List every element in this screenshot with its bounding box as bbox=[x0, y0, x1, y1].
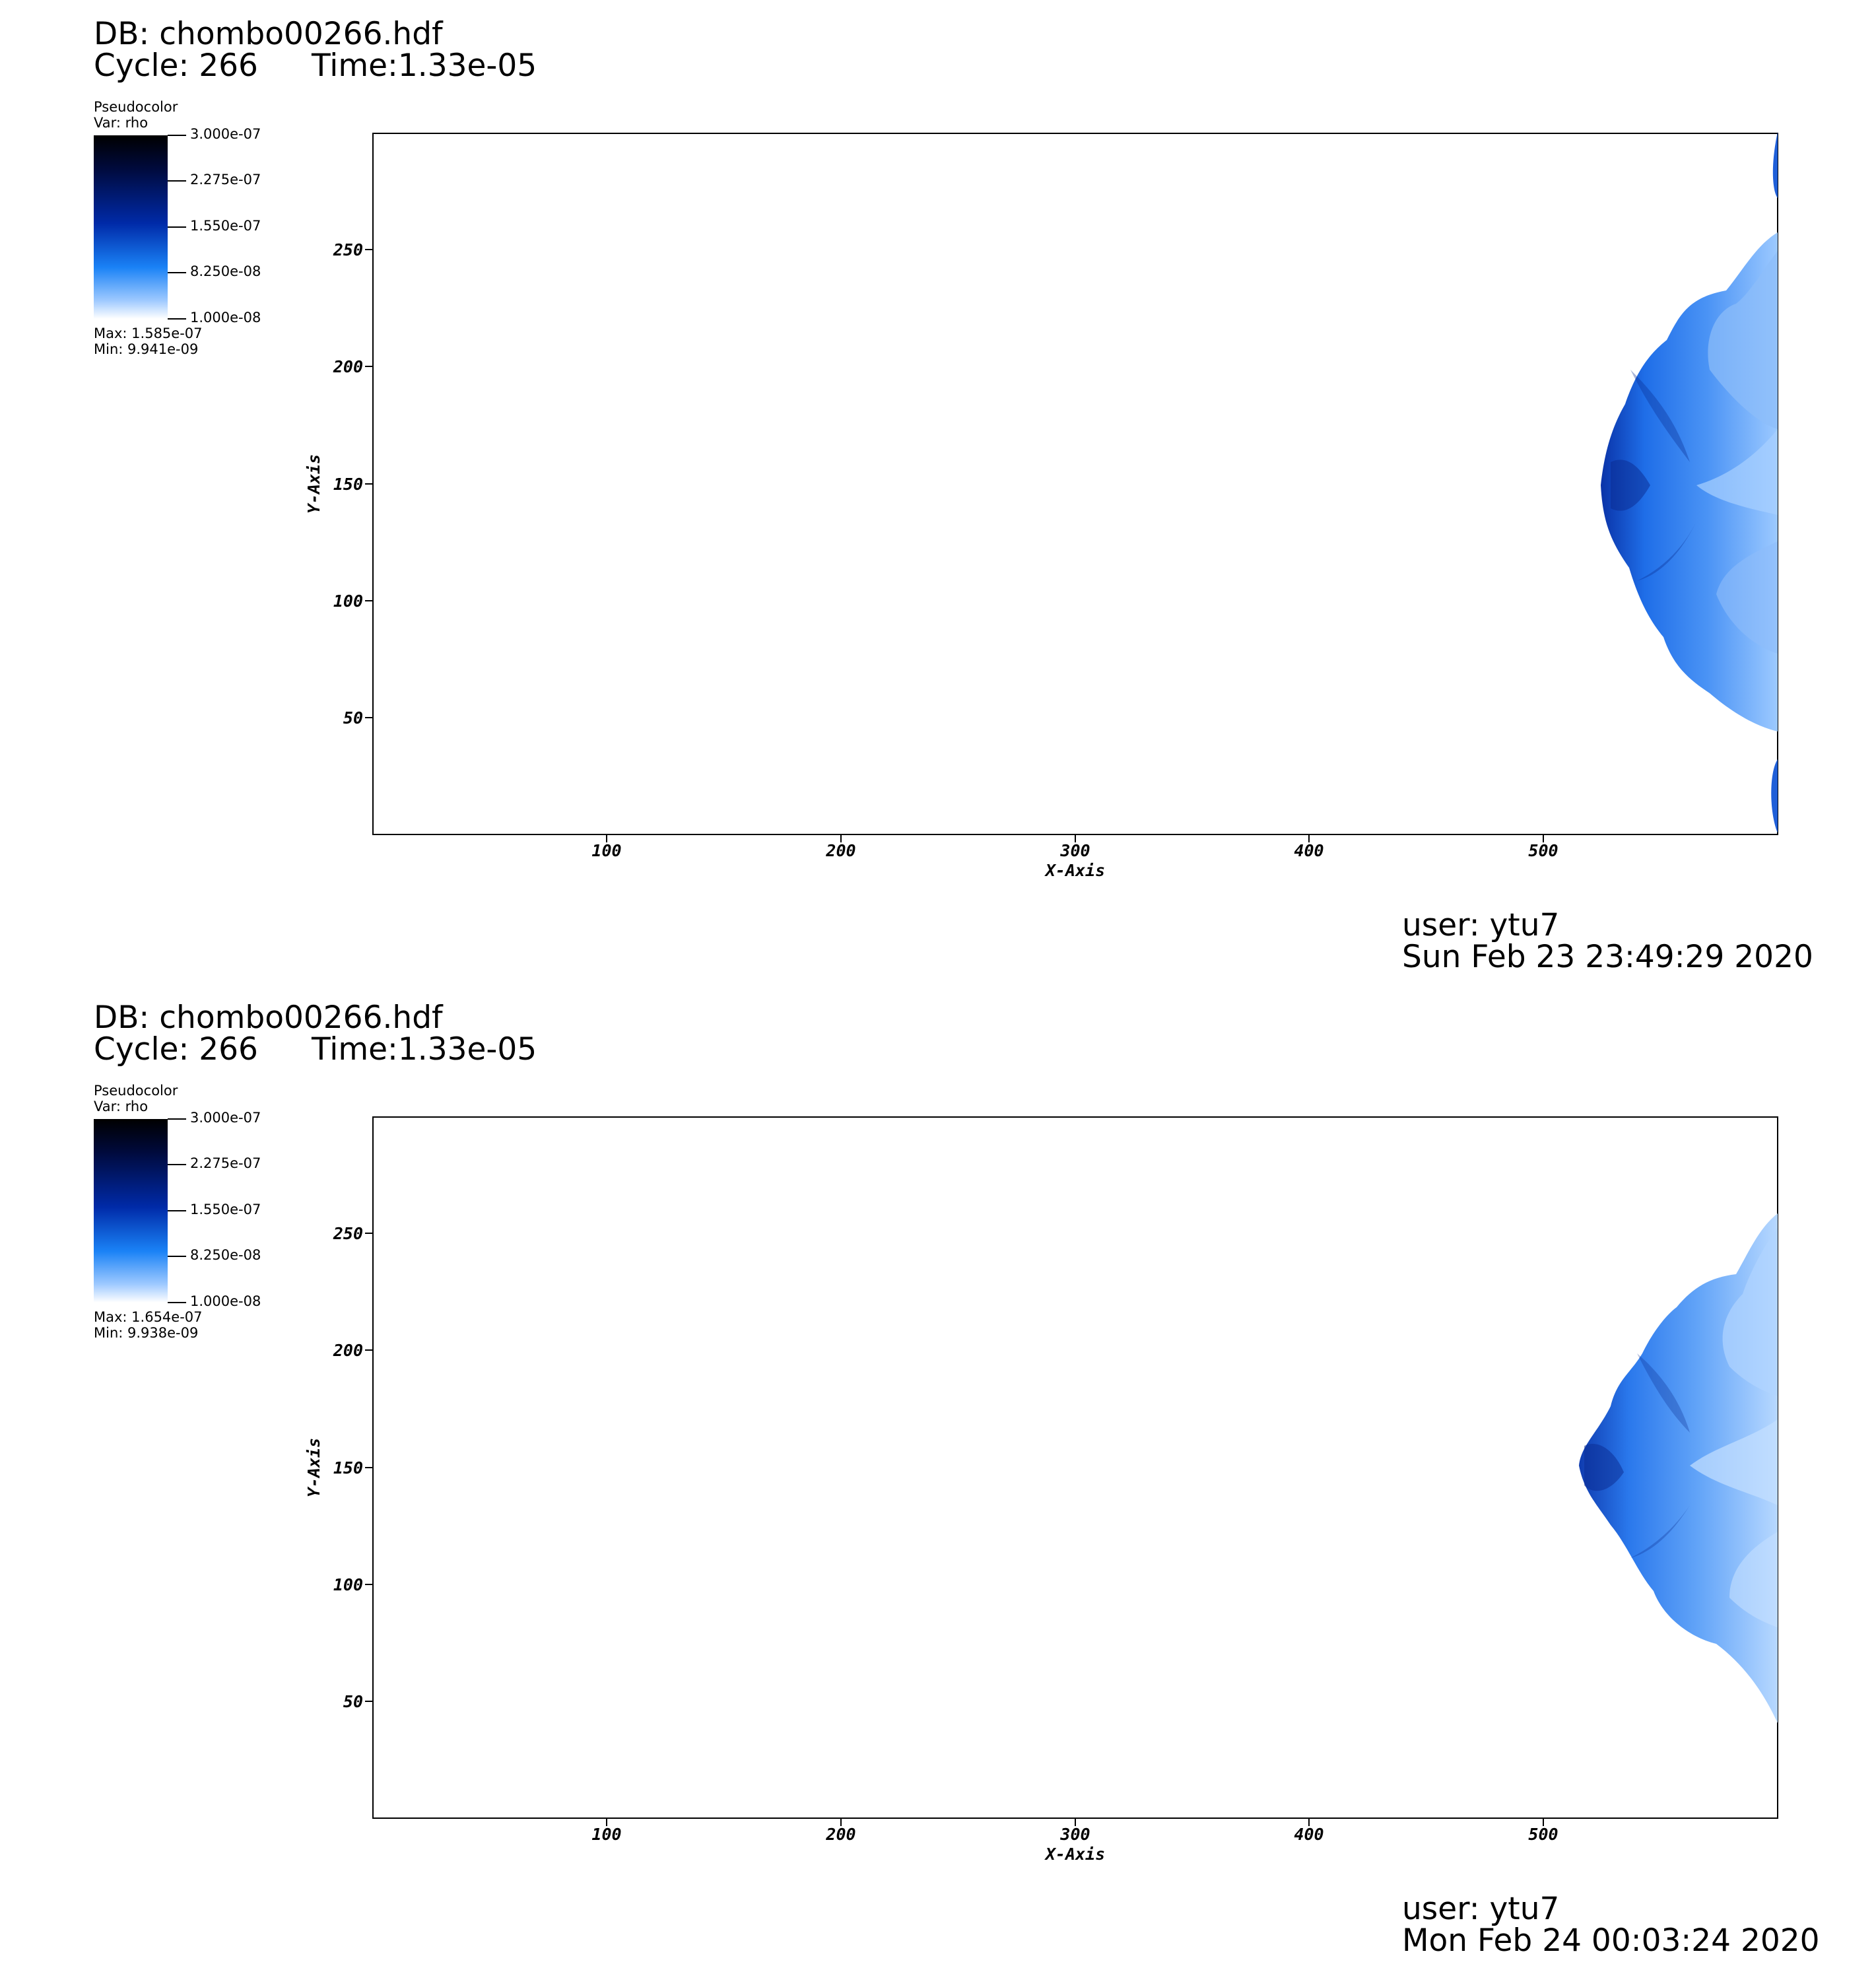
x-tick-label: 400 bbox=[1294, 1825, 1323, 1844]
x-tick-label: 300 bbox=[1059, 841, 1090, 860]
legend-label: 1.000e-08 bbox=[190, 1293, 261, 1309]
legend-variable: Var: rho bbox=[94, 1099, 149, 1114]
legend-tick bbox=[168, 1164, 186, 1165]
user-label: user: ytu7 bbox=[1402, 1891, 1560, 1927]
legend-title: Pseudocolor bbox=[94, 1083, 178, 1099]
plot-area: 100 200 300 400 500 X-Axis 250 200 150 1… bbox=[304, 132, 1778, 880]
y-tick-label: 200 bbox=[333, 1341, 363, 1360]
legend-label: 8.250e-08 bbox=[190, 1247, 261, 1263]
x-axis bbox=[606, 1818, 1544, 1826]
legend-label: 2.275e-07 bbox=[190, 172, 261, 187]
y-tick-label: 250 bbox=[333, 1224, 363, 1243]
time-label: Time:1.33e-05 bbox=[312, 48, 537, 84]
legend-title: Pseudocolor bbox=[94, 99, 178, 115]
legend-tick bbox=[168, 272, 186, 273]
y-tick-label: 150 bbox=[333, 1458, 363, 1478]
x-tick-label: 100 bbox=[591, 1825, 621, 1844]
y-tick-label: 50 bbox=[343, 708, 363, 728]
plot-frame bbox=[372, 133, 1778, 835]
y-axis bbox=[365, 1233, 373, 1702]
cycle-label: Cycle: 266 bbox=[94, 1031, 258, 1068]
colorbar bbox=[94, 1119, 168, 1303]
user-label: user: ytu7 bbox=[1402, 907, 1560, 943]
legend-variable: Var: rho bbox=[94, 115, 149, 131]
legend-label: 1.550e-07 bbox=[190, 1202, 261, 1217]
visit-window-top: DB: chombo00266.hdf Cycle: 266 Time:1.33… bbox=[0, 0, 1876, 984]
y-axis-title: Y-Axis bbox=[304, 1438, 323, 1497]
y-tick-label: 250 bbox=[333, 240, 363, 259]
legend-tick bbox=[168, 318, 186, 320]
density-field bbox=[1601, 132, 1778, 833]
legend-min: Min: 9.941e-09 bbox=[94, 341, 199, 357]
density-field bbox=[1579, 1213, 1778, 1723]
database-label: DB: chombo00266.hdf bbox=[94, 16, 443, 52]
plot-area: 100 200 300 400 500 X-Axis 250 200 150 1… bbox=[304, 1116, 1778, 1864]
x-tick-label: 500 bbox=[1528, 1825, 1558, 1844]
y-tick-label: 100 bbox=[333, 592, 363, 611]
y-axis-title: Y-Axis bbox=[304, 454, 323, 514]
legend-label: 1.550e-07 bbox=[190, 218, 261, 234]
database-label: DB: chombo00266.hdf bbox=[94, 1000, 443, 1036]
x-tick-label: 200 bbox=[825, 841, 855, 860]
legend-tick bbox=[168, 1210, 186, 1211]
legend-label: 2.275e-07 bbox=[190, 1155, 261, 1171]
date-label: Sun Feb 23 23:49:29 2020 bbox=[1402, 939, 1813, 975]
legend-min: Min: 9.938e-09 bbox=[94, 1325, 199, 1341]
legend-max: Max: 1.585e-07 bbox=[94, 325, 203, 341]
legend-tick bbox=[168, 1302, 186, 1303]
cycle-label: Cycle: 266 bbox=[94, 48, 258, 84]
y-tick-label: 100 bbox=[333, 1575, 363, 1594]
time-label: Time:1.33e-05 bbox=[312, 1031, 537, 1068]
legend-tick bbox=[168, 1256, 186, 1257]
y-tick-label: 50 bbox=[343, 1692, 363, 1711]
x-axis-title: X-Axis bbox=[1044, 861, 1105, 880]
x-axis-title: X-Axis bbox=[1044, 1845, 1105, 1864]
legend-tick bbox=[168, 180, 186, 182]
legend-tick bbox=[168, 1118, 186, 1120]
visit-window-bottom: DB: chombo00266.hdf Cycle: 266 Time:1.33… bbox=[0, 984, 1876, 1967]
colorbar bbox=[94, 135, 168, 319]
y-axis bbox=[365, 249, 373, 718]
legend-label: 3.000e-07 bbox=[190, 1110, 261, 1126]
x-tick-label: 300 bbox=[1059, 1825, 1090, 1844]
y-tick-label: 200 bbox=[333, 357, 363, 376]
legend-tick bbox=[168, 226, 186, 228]
x-tick-label: 200 bbox=[825, 1825, 855, 1844]
legend-label: 8.250e-08 bbox=[190, 263, 261, 279]
x-tick-label: 100 bbox=[591, 841, 621, 860]
legend-max: Max: 1.654e-07 bbox=[94, 1309, 203, 1325]
legend-label: 3.000e-07 bbox=[190, 126, 261, 142]
x-tick-label: 400 bbox=[1294, 841, 1323, 860]
x-axis bbox=[606, 834, 1544, 842]
y-tick-label: 150 bbox=[333, 475, 363, 494]
date-label: Mon Feb 24 00:03:24 2020 bbox=[1402, 1922, 1820, 1959]
legend-label: 1.000e-08 bbox=[190, 310, 261, 325]
x-tick-label: 500 bbox=[1528, 841, 1558, 860]
plot-frame bbox=[372, 1116, 1778, 1819]
legend-tick bbox=[168, 135, 186, 136]
